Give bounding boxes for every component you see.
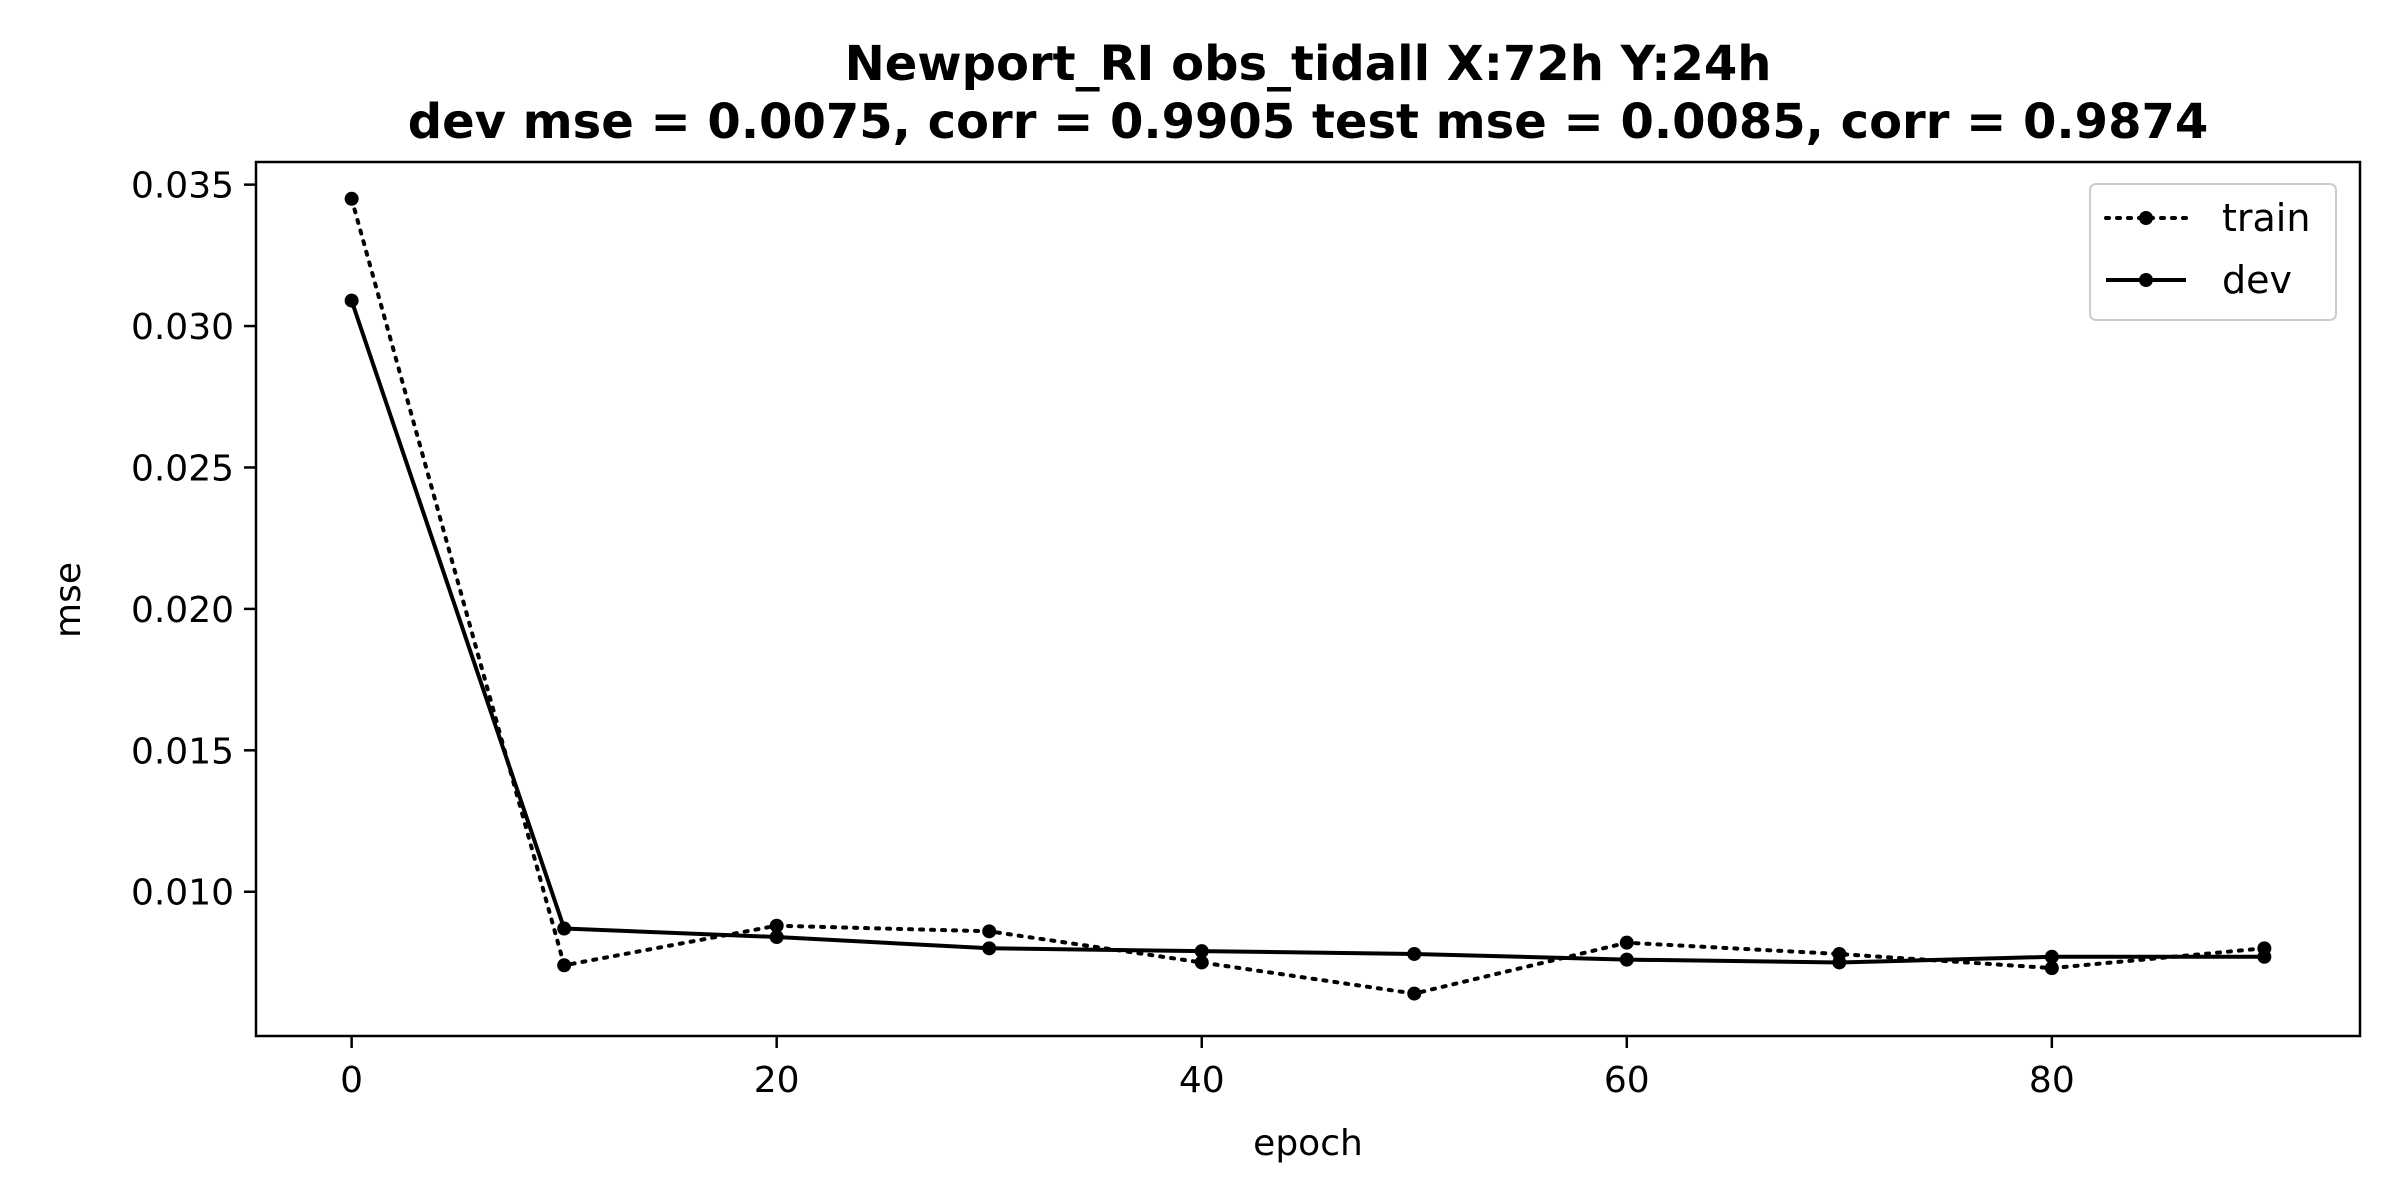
series-line-dev (349, 299, 2265, 965)
chart-title-line1: Newport_RI obs_tidall X:72h Y:24h (845, 36, 1772, 92)
legend-dev-marker (2139, 273, 2153, 287)
x-axis-label: epoch (1253, 1123, 1363, 1164)
x-tick-label: 80 (2029, 1060, 2075, 1101)
data-point-dev (1619, 952, 1634, 967)
y-tick-label: 0.015 (131, 731, 234, 772)
data-point-train (1619, 935, 1634, 950)
x-tick-label: 0 (340, 1060, 363, 1101)
data-point-dev (2044, 949, 2059, 964)
y-tick-label: 0.030 (131, 307, 234, 348)
data-point-train (557, 958, 572, 973)
data-point-train (982, 924, 997, 939)
chart-title-line2: dev mse = 0.0075, corr = 0.9905 test mse… (408, 94, 2209, 150)
y-axis: 0.010 0.015 0.020 0.025 0.030 0.035 (131, 166, 256, 914)
x-tick-label: 20 (754, 1060, 800, 1101)
data-point-dev (1832, 955, 1847, 970)
data-point-train (344, 191, 359, 206)
legend-train-label: train (2222, 196, 2310, 240)
legend-train-marker (2139, 211, 2153, 225)
data-point-train (769, 918, 784, 933)
data-point-dev (1407, 946, 1422, 961)
data-point-train (1407, 986, 1422, 1001)
y-tick-label: 0.020 (131, 590, 234, 631)
legend: train dev (2089, 183, 2337, 321)
data-point-dev (982, 941, 997, 956)
plot-area-frame (254, 160, 2362, 1038)
y-tick-label: 0.010 (131, 873, 234, 914)
y-axis-label: mse (48, 562, 89, 638)
x-tick-label: 60 (1604, 1060, 1650, 1101)
data-point-dev (769, 930, 784, 945)
data-point-dev (1194, 944, 1209, 959)
x-axis: 0 20 40 60 80 (340, 1036, 2075, 1101)
series-line-train (349, 196, 2267, 996)
x-tick-label: 40 (1179, 1060, 1225, 1101)
y-tick-label: 0.025 (131, 448, 234, 489)
legend-dev-label: dev (2222, 258, 2292, 302)
y-tick-label: 0.035 (131, 166, 234, 207)
data-point-train (1194, 955, 1209, 970)
series-layer (344, 191, 2272, 1001)
data-point-train (2044, 961, 2059, 976)
data-point-dev (344, 293, 359, 308)
data-point-dev (2257, 949, 2272, 964)
data-point-dev (557, 921, 572, 936)
